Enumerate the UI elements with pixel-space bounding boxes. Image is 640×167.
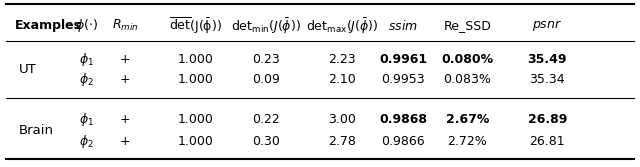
Text: 0.080%: 0.080%	[441, 53, 493, 66]
Text: $\phi_{2}$: $\phi_{2}$	[79, 71, 94, 88]
Text: +: +	[120, 135, 130, 148]
Text: +: +	[120, 113, 130, 126]
Text: $\phi_{2}$: $\phi_{2}$	[79, 133, 94, 150]
Text: $R_{min}$: $R_{min}$	[111, 18, 138, 33]
Text: $\phi_{1}$: $\phi_{1}$	[79, 51, 94, 68]
Text: $\phi(\cdot)$: $\phi(\cdot)$	[75, 17, 98, 34]
Text: 0.9961: 0.9961	[379, 53, 428, 66]
Text: $\mathit{psnr}$: $\mathit{psnr}$	[532, 18, 563, 33]
Text: 2.78: 2.78	[328, 135, 356, 148]
Text: +: +	[120, 73, 130, 86]
Text: ${\rm det}_{\max}(J(\bar{\phi}))$: ${\rm det}_{\max}(J(\bar{\phi}))$	[306, 16, 379, 36]
Text: Examples: Examples	[15, 19, 81, 32]
Text: $\mathit{ssim}$: $\mathit{ssim}$	[388, 19, 418, 33]
Text: 2.67%: 2.67%	[445, 113, 489, 126]
Text: 35.34: 35.34	[529, 73, 565, 86]
Text: 0.30: 0.30	[252, 135, 280, 148]
Text: 1.000: 1.000	[177, 73, 213, 86]
Text: 2.23: 2.23	[328, 53, 356, 66]
Text: $\phi_{1}$: $\phi_{1}$	[79, 111, 94, 128]
Text: 0.09: 0.09	[252, 73, 280, 86]
Text: 0.9953: 0.9953	[381, 73, 425, 86]
Text: $\overline{\rm det}(J(\bar{\phi}))$: $\overline{\rm det}(J(\bar{\phi}))$	[169, 16, 221, 36]
Text: 1.000: 1.000	[177, 135, 213, 148]
Text: 2.10: 2.10	[328, 73, 356, 86]
Text: Re_SSD: Re_SSD	[444, 19, 491, 32]
Text: 3.00: 3.00	[328, 113, 356, 126]
Text: +: +	[120, 53, 130, 66]
Text: 0.22: 0.22	[252, 113, 280, 126]
Text: 1.000: 1.000	[177, 113, 213, 126]
Text: 0.083%: 0.083%	[444, 73, 491, 86]
Text: 26.81: 26.81	[529, 135, 565, 148]
Text: 0.9866: 0.9866	[381, 135, 425, 148]
Text: UT: UT	[19, 63, 37, 76]
Text: 26.89: 26.89	[527, 113, 567, 126]
Text: 0.9868: 0.9868	[379, 113, 428, 126]
Text: 35.49: 35.49	[527, 53, 567, 66]
Text: Brain: Brain	[19, 124, 54, 137]
Text: ${\rm det}_{\min}(J(\bar{\phi}))$: ${\rm det}_{\min}(J(\bar{\phi}))$	[230, 16, 301, 36]
Text: 1.000: 1.000	[177, 53, 213, 66]
Text: 0.23: 0.23	[252, 53, 280, 66]
Text: 2.72%: 2.72%	[447, 135, 487, 148]
